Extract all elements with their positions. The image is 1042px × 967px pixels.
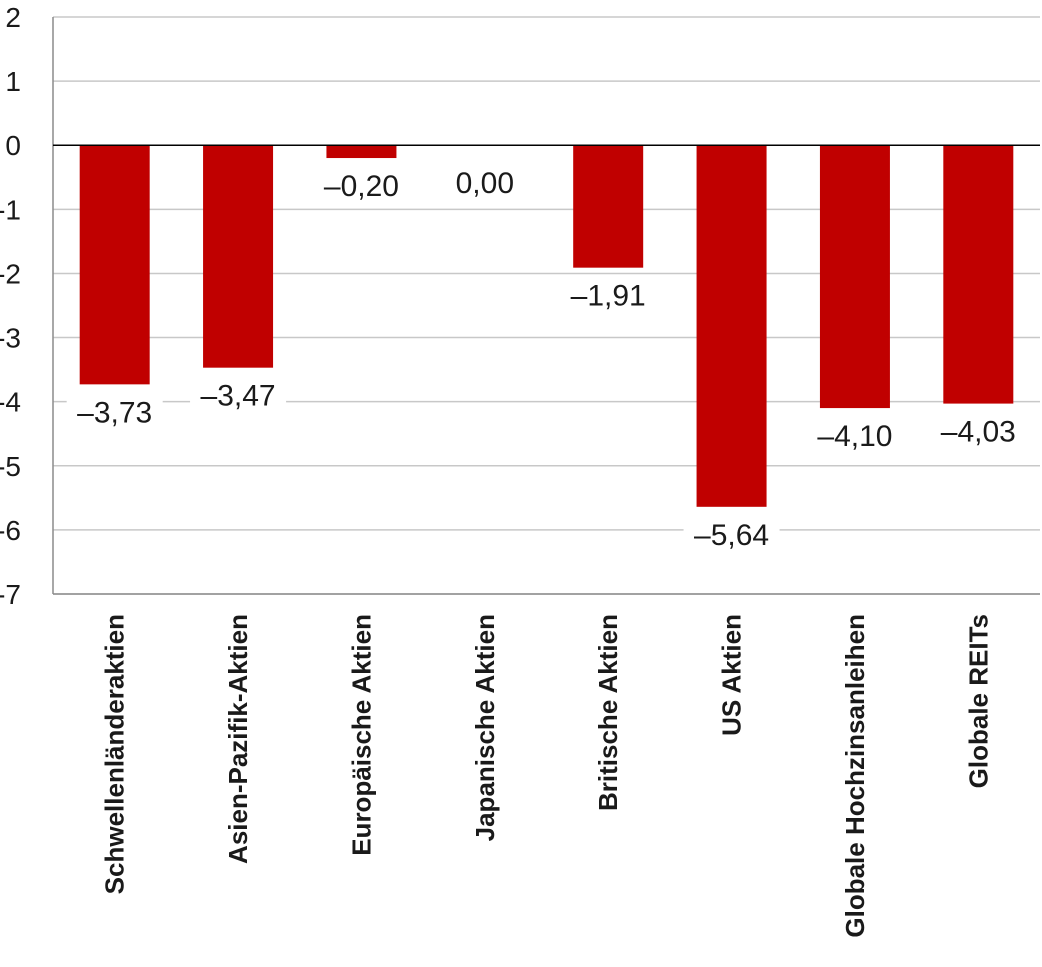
y-tick-label: -5 <box>0 451 21 482</box>
data-label: –1,91 <box>571 280 646 313</box>
y-tick-label: -2 <box>0 258 21 289</box>
y-tick-label: -7 <box>0 579 21 610</box>
y-tick-labels: 2 1 0 -1 -2 -3 -4 -5 -6 -7 <box>0 2 21 610</box>
bar <box>573 145 644 268</box>
data-label-group: –4,10 <box>806 416 903 459</box>
category-labels: Schwellenländeraktien Asien-Pazifik-Aktie… <box>100 614 994 938</box>
category-label: Japanische Aktien <box>470 614 500 841</box>
data-label-bg <box>436 163 533 206</box>
data-label-bg <box>806 416 903 459</box>
data-label: –4,03 <box>941 416 1016 449</box>
category-label: Europäische Aktien <box>346 614 376 856</box>
y-tick-label: 2 <box>5 2 21 33</box>
bar <box>943 145 1014 404</box>
bar <box>79 145 150 385</box>
data-label-group: –1,91 <box>560 275 657 318</box>
y-tick-label: -1 <box>0 194 21 225</box>
category-label: Globale REITs <box>963 614 993 788</box>
gridlines <box>53 16 1040 595</box>
y-tick-label: -3 <box>0 323 21 354</box>
bar <box>696 145 767 507</box>
data-label-group: –3,73 <box>66 392 163 435</box>
data-label: –5,64 <box>694 519 769 552</box>
category-label: Asien-Pazifik-Aktien <box>223 614 253 864</box>
bar <box>203 145 274 368</box>
axes <box>52 17 1040 595</box>
data-label-group: –5,64 <box>683 514 780 557</box>
data-label-group: –4,03 <box>930 411 1027 454</box>
bars <box>79 145 1014 507</box>
data-label-bg <box>930 411 1027 454</box>
data-label-group: –3,47 <box>190 375 287 418</box>
data-label-group: –0,20 <box>313 166 410 209</box>
category-label: Schwellenländeraktien <box>100 614 130 894</box>
data-label: –0,20 <box>324 170 399 203</box>
data-label: –3,73 <box>77 396 152 429</box>
data-label-bg <box>683 514 780 557</box>
y-tick-label: -4 <box>0 387 21 418</box>
data-label-bg <box>560 275 657 318</box>
data-label-group: 0,00 <box>436 163 533 206</box>
data-label-bg <box>313 166 410 209</box>
y-tick-label: -6 <box>0 515 21 546</box>
category-label: Britische Aktien <box>593 614 623 811</box>
data-label-bg <box>66 392 163 435</box>
data-label: –3,47 <box>201 380 276 413</box>
y-tick-label: 1 <box>5 66 21 97</box>
bar <box>819 145 890 409</box>
y-tick-label: 0 <box>5 130 21 161</box>
bar <box>326 145 397 159</box>
category-label: Globale Hochzinsanleihen <box>840 614 870 938</box>
category-label: US Aktien <box>717 614 747 736</box>
data-label: 0,00 <box>456 167 514 200</box>
data-label: –4,10 <box>817 420 892 453</box>
data-labels: –3,73 –3,47 –0,20 0,00 –1,91 –5,64 –4,10 –4,03 <box>66 163 1027 557</box>
data-label-bg <box>190 375 287 418</box>
